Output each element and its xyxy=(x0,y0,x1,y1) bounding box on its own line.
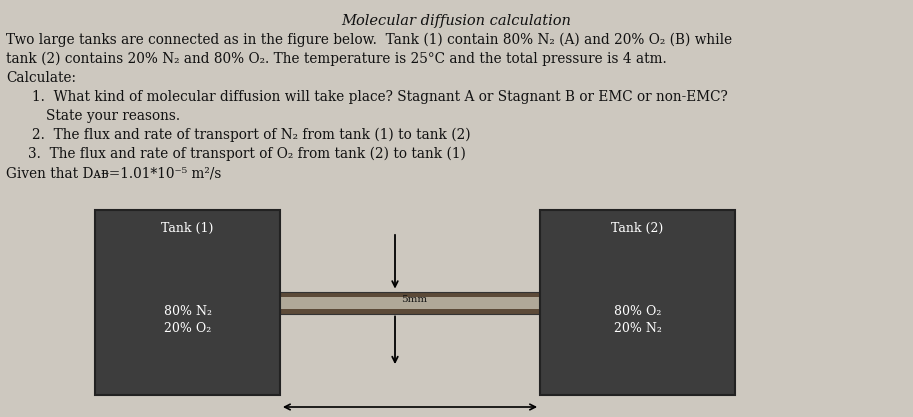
Text: State your reasons.: State your reasons. xyxy=(46,109,180,123)
Text: Tank (2): Tank (2) xyxy=(612,221,664,234)
Text: 2.  The flux and rate of transport of N₂ from tank (1) to tank (2): 2. The flux and rate of transport of N₂ … xyxy=(32,128,470,142)
Text: Two large tanks are connected as in the figure below.  Tank (1) contain 80% N₂ (: Two large tanks are connected as in the … xyxy=(6,33,732,48)
Text: Calculate:: Calculate: xyxy=(6,71,76,85)
Text: 80% O₂: 80% O₂ xyxy=(614,305,661,318)
Text: Given that Dᴀᴃ=1.01*10⁻⁵ m²/s: Given that Dᴀᴃ=1.01*10⁻⁵ m²/s xyxy=(6,166,221,180)
Text: 80% N₂: 80% N₂ xyxy=(163,305,212,318)
Text: 20% O₂: 20% O₂ xyxy=(163,322,211,335)
Bar xyxy=(540,210,735,395)
Bar xyxy=(280,296,540,309)
Text: 3.  The flux and rate of transport of O₂ from tank (2) to tank (1): 3. The flux and rate of transport of O₂ … xyxy=(28,147,466,161)
Text: Tank (1): Tank (1) xyxy=(162,221,214,234)
Text: tank (2) contains 20% N₂ and 80% O₂. The temperature is 25°C and the total press: tank (2) contains 20% N₂ and 80% O₂. The… xyxy=(6,52,666,66)
Text: 1.  What kind of molecular diffusion will take place? Stagnant A or Stagnant B o: 1. What kind of molecular diffusion will… xyxy=(32,90,728,104)
Bar xyxy=(95,210,280,395)
Text: Molecular diffusion calculation: Molecular diffusion calculation xyxy=(341,14,571,28)
Text: 20% N₂: 20% N₂ xyxy=(614,322,661,335)
Text: 5mm: 5mm xyxy=(401,295,427,304)
Bar xyxy=(280,291,540,314)
